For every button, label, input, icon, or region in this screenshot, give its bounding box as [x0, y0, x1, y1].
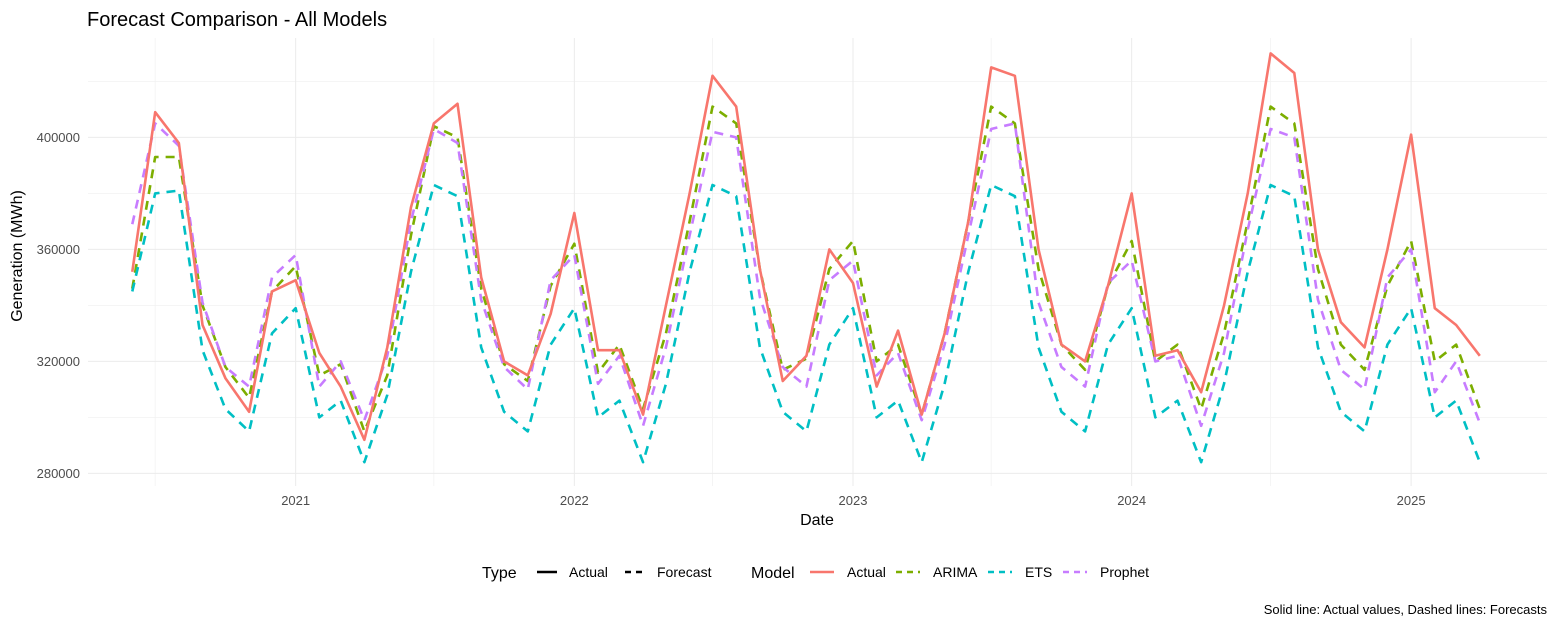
- chart-caption: Solid line: Actual values, Dashed lines:…: [1264, 602, 1548, 617]
- y-tick-label: 280000: [37, 466, 80, 481]
- series-line-arima: [130, 105, 1482, 433]
- legend-model-prophet-label: Prophet: [1100, 564, 1149, 580]
- legend-model-actual-label: Actual: [847, 564, 886, 580]
- y-tick-label: 360000: [37, 242, 80, 257]
- legend-model-prophet: Prophet: [1063, 564, 1149, 580]
- legend-model-ets-label: ETS: [1025, 564, 1052, 580]
- legend-model-arima-label: ARIMA: [933, 564, 978, 580]
- series-line-actual: [130, 52, 1481, 442]
- y-tick-label: 400000: [37, 130, 80, 145]
- legend: Type Actual Forecast Model Actual ARIMA …: [482, 564, 1149, 582]
- chart-title: Forecast Comparison - All Models: [87, 9, 387, 31]
- x-tick-label: 2024: [1117, 493, 1146, 508]
- y-tick-label: 320000: [37, 354, 80, 369]
- legend-type-forecast-label: Forecast: [657, 564, 712, 580]
- x-tick-label: 2021: [281, 493, 310, 508]
- x-tick-label: 2025: [1397, 493, 1426, 508]
- x-tick-label: 2023: [839, 493, 868, 508]
- y-axis-title: Generation (MWh): [9, 190, 26, 322]
- y-axis-ticks: 280000 320000 360000 400000: [37, 130, 80, 481]
- legend-type-actual: Actual: [537, 564, 608, 580]
- plot-grid: [88, 38, 1547, 486]
- legend-model-actual: Actual: [810, 564, 886, 580]
- legend-model-title: Model: [751, 565, 795, 582]
- legend-type-actual-label: Actual: [569, 564, 608, 580]
- series-layer: [130, 52, 1482, 464]
- legend-model-arima: ARIMA: [896, 564, 978, 580]
- legend-model-ets: ETS: [988, 564, 1052, 580]
- series-line-prophet: [131, 122, 1482, 428]
- legend-type-forecast: Forecast: [625, 564, 712, 580]
- series-line-ets: [131, 183, 1482, 464]
- x-tick-label: 2022: [560, 493, 589, 508]
- x-axis-ticks: 2021 2022 2023 2024 2025: [281, 493, 1425, 508]
- x-axis-title: Date: [800, 512, 834, 529]
- legend-type-title: Type: [482, 565, 517, 582]
